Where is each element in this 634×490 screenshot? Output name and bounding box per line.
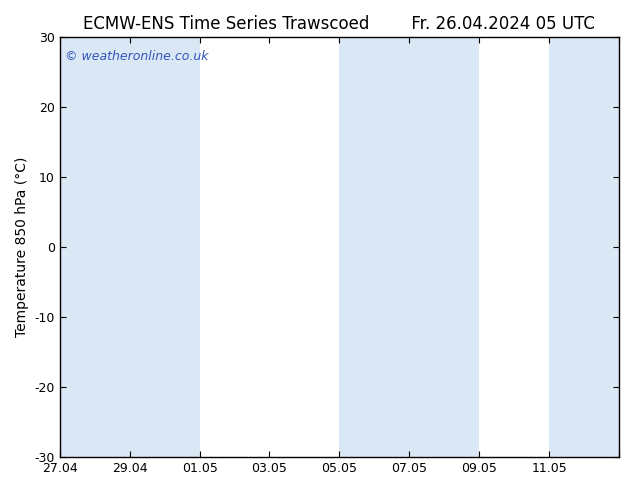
- Y-axis label: Temperature 850 hPa (°C): Temperature 850 hPa (°C): [15, 157, 29, 338]
- Bar: [410, 37, 479, 457]
- Text: © weatheronline.co.uk: © weatheronline.co.uk: [65, 50, 209, 63]
- Bar: [60, 37, 130, 457]
- Title: ECMW-ENS Time Series Trawscoed        Fr. 26.04.2024 05 UTC: ECMW-ENS Time Series Trawscoed Fr. 26.04…: [84, 15, 595, 33]
- Bar: [130, 37, 200, 457]
- Bar: [549, 37, 619, 457]
- Bar: [339, 37, 410, 457]
